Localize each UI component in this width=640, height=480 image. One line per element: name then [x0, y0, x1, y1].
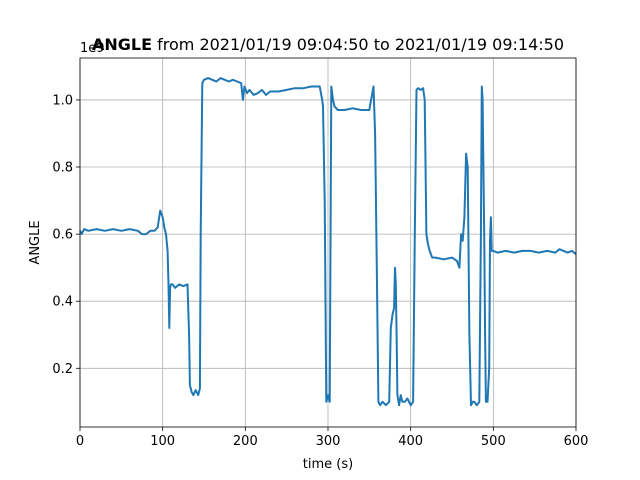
y-axis: 0.2 0.4 0.6 0.8 1.0 [52, 93, 80, 377]
chart-title-rest: from 2021/01/19 09:04:50 to 2021/01/19 0… [152, 35, 564, 54]
x-axis-label: time (s) [303, 457, 353, 472]
x-tick-label: 400 [398, 434, 423, 449]
y-tick-label: 0.6 [52, 228, 73, 243]
chart-title: ANGLE from 2021/01/19 09:04:50 to 2021/0… [92, 35, 564, 54]
series-line [79, 77, 577, 407]
chart-title-bold: ANGLE [92, 35, 152, 54]
y-tick-label: 1.0 [52, 93, 73, 108]
grid [79, 58, 577, 427]
x-tick-label: 300 [316, 434, 341, 449]
y-tick-label: 0.4 [52, 295, 73, 310]
x-tick-label: 500 [481, 434, 506, 449]
y-tick-label: 0.2 [52, 362, 73, 377]
y-axis-label: ANGLE [28, 220, 43, 264]
y-tick-label: 0.8 [52, 161, 73, 176]
x-tick-label: 0 [76, 434, 84, 449]
x-axis: 0 100 200 300 400 500 600 [76, 427, 589, 449]
x-tick-label: 200 [233, 434, 258, 449]
y-offset-label: 1e9 [80, 41, 105, 56]
x-tick-label: 100 [150, 434, 175, 449]
x-tick-label: 600 [564, 434, 589, 449]
